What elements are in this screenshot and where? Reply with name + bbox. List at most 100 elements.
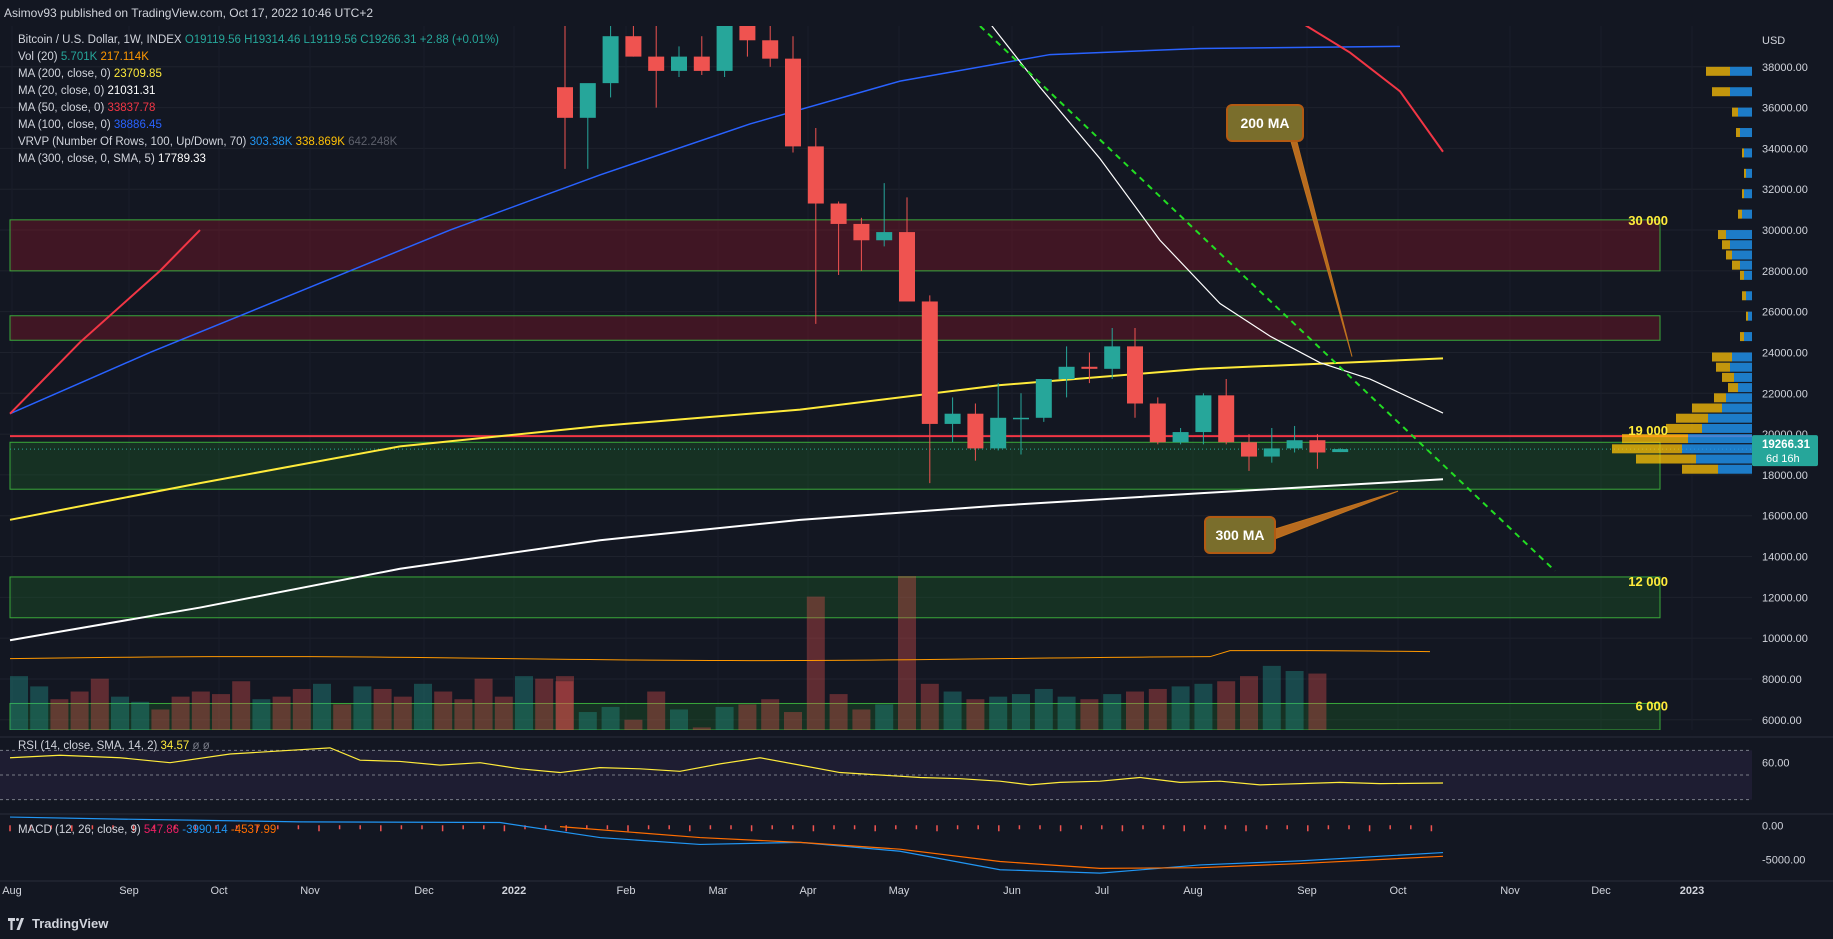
footer: TradingView (0, 909, 1833, 939)
y-tick-label: 28000.00 (1762, 266, 1808, 278)
vrvp-row (1696, 454, 1752, 464)
ma-20-line (991, 26, 1444, 414)
macd-signal-line (559, 826, 1444, 869)
legend-row-2[interactable]: MA (200, close, 0) 23709.85 (18, 66, 499, 83)
volume-bar (806, 596, 825, 730)
legend-row-1[interactable]: Vol (20) 5.701K 217.114K (18, 49, 499, 66)
annotation-200-ma: 200 MA (1226, 104, 1304, 142)
volume-bar (1171, 686, 1190, 730)
volume-bar (292, 688, 311, 730)
y-tick-label: 26000.00 (1762, 307, 1808, 319)
vrvp-row (1636, 454, 1696, 464)
rsi_legend-1: 34.57 (160, 740, 193, 752)
y-tick-label: 30000.00 (1762, 225, 1808, 237)
volume-bar (1148, 688, 1167, 730)
vrvp-row (1702, 423, 1752, 433)
rsi_legend-0: RSI (14, close, SMA, 14, 2) (18, 740, 161, 752)
zone-resistance (9, 315, 1661, 341)
ma-300-line (9, 478, 1444, 642)
vrvp-row (1738, 209, 1742, 219)
vrvp-row (1708, 413, 1752, 423)
macd_legend-2: -3990.14 (182, 824, 231, 836)
volume-bar (232, 681, 251, 730)
vrvp-row (1742, 189, 1744, 199)
volume-bar (647, 691, 666, 730)
vrvp-row (1744, 189, 1752, 199)
volume-bar (1034, 688, 1053, 730)
legend-value: 303.38K (249, 136, 296, 148)
vrvp-row (1736, 128, 1740, 138)
legend-row-4[interactable]: MA (50, close, 0) 33837.78 (18, 100, 499, 117)
vrvp-row (1682, 464, 1718, 474)
candle-body (1081, 366, 1098, 369)
vrvp-row (1744, 332, 1752, 342)
volume-bar (989, 696, 1008, 730)
candle-body (1309, 440, 1326, 453)
legend-value: MA (100, close, 0) (18, 119, 114, 131)
volume-bar (966, 699, 985, 730)
candle-body (1058, 366, 1075, 380)
legend-value: MA (20, close, 0) (18, 85, 108, 97)
vrvp-row (1726, 230, 1752, 240)
annotation-300-ma: 300 MA (1204, 516, 1276, 554)
volume-bar (1240, 676, 1258, 730)
x-tick-label: 2023 (1680, 885, 1704, 897)
vrvp-row (1746, 291, 1752, 301)
zone-support (9, 576, 1661, 619)
candle-body (921, 301, 938, 424)
candle-body (1218, 395, 1235, 443)
volume-bar (494, 696, 513, 730)
volume-bar (1057, 696, 1076, 730)
vrvp-row (1732, 107, 1738, 117)
vrvp-row (1718, 230, 1726, 240)
legend-value: 21031.31 (107, 85, 156, 97)
volume-bar (515, 676, 533, 730)
vrvp-row (1740, 270, 1744, 280)
x-tick-label: Sep (1297, 885, 1317, 897)
volume-bar (30, 686, 49, 730)
vrvp-row (1722, 403, 1752, 413)
x-tick-label: Mar (709, 885, 728, 897)
legend-row-3[interactable]: MA (20, close, 0) 21031.31 (18, 83, 499, 100)
x-tick-label: May (889, 885, 910, 897)
price-axis (1752, 26, 1833, 909)
candle-body (739, 26, 756, 41)
candle-body (762, 40, 779, 59)
footer-brand[interactable]: TradingView (32, 916, 109, 931)
legend-row-5[interactable]: MA (100, close, 0) 38886.45 (18, 117, 499, 134)
volume-bar (373, 688, 392, 730)
candle-body (716, 26, 733, 71)
current-price-badge (1752, 435, 1818, 467)
y-tick-label: 22000.00 (1762, 388, 1808, 400)
macd_legend-3: -4537.99 (230, 824, 277, 836)
volume-bar (829, 694, 848, 730)
legend-value: 38886.45 (113, 119, 162, 131)
volume-bar (393, 696, 412, 730)
candle-body (1149, 403, 1166, 443)
legend-row-0[interactable]: Bitcoin / U.S. Dollar, 1W, INDEX O19119.… (18, 32, 499, 49)
volume-ma-line (9, 650, 1431, 662)
volume-bar (313, 683, 331, 730)
vrvp-row (1682, 444, 1752, 454)
vrvp-row (1738, 383, 1752, 393)
ma-50-line (1304, 26, 1444, 153)
vrvp-row (1712, 352, 1732, 362)
vrvp-row (1712, 87, 1730, 97)
volume-bar (1262, 665, 1281, 730)
legend-row-7[interactable]: MA (300, close, 0, SMA, 5) 17789.33 (18, 151, 499, 168)
candle-body (1013, 417, 1029, 420)
legend-value: MA (50, close, 0) (18, 102, 108, 114)
candle-body (602, 36, 619, 84)
vrvp-row (1732, 352, 1752, 362)
y-tick-label: 10000.00 (1762, 633, 1808, 645)
candle-body (1332, 449, 1349, 453)
volume-bar (151, 709, 170, 730)
zone-support (9, 441, 1661, 490)
macd-legend: MACD (12, 26, close, 9) 547.86 -3990.14 … (18, 822, 276, 839)
legend-row-6[interactable]: VRVP (Number Of Rows, 100, Up/Down, 70) … (18, 134, 499, 151)
volume-bar (715, 706, 734, 730)
volume-bar (474, 678, 493, 730)
x-tick-label: Jun (1003, 885, 1021, 897)
macd_legend-0: MACD (12, 26, close, 9) (18, 824, 144, 836)
